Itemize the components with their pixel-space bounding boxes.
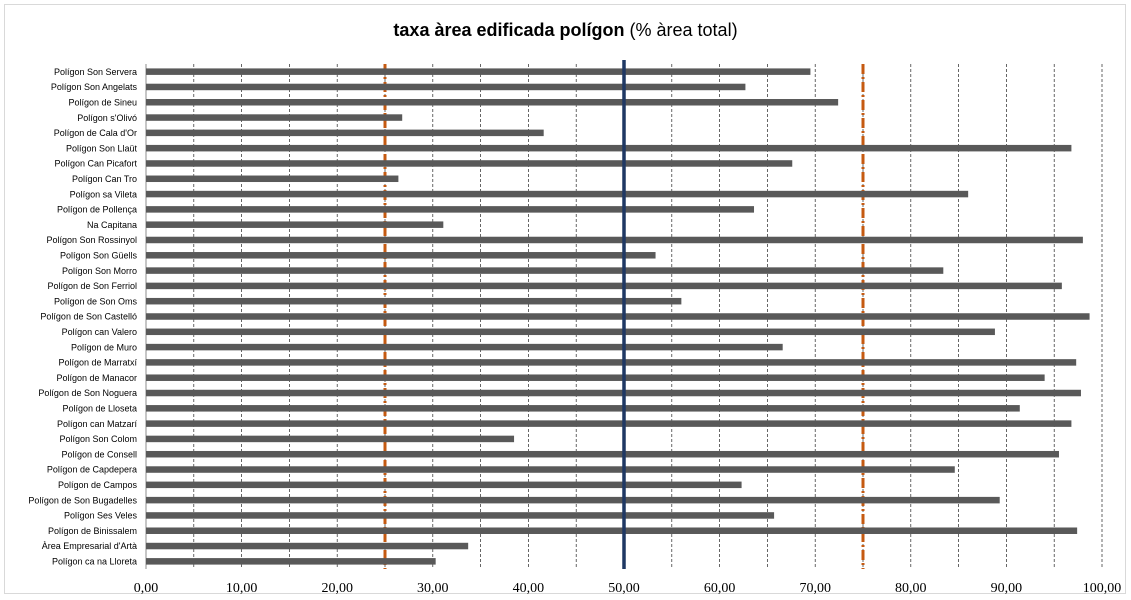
bar [146,481,742,489]
category-label: Polígon de Son Bugadelles [28,495,137,505]
x-tick-label: 0,00 [134,581,159,596]
bar [146,343,783,351]
x-tick-label: 90,00 [991,581,1023,596]
category-label: Polígon Son Colom [59,434,137,444]
category-label: Polígon de Capdepera [47,465,137,475]
x-tick-label: 60,00 [704,581,736,596]
chart-title-unit: (% àrea total) [629,20,738,40]
bar [146,206,755,213]
bar [146,328,995,336]
bar [146,527,1078,534]
category-label: Na Capitana [87,220,137,230]
category-label: Polígon ca na Lloreta [52,557,137,567]
category-label: Polígon de Campos [58,480,138,490]
bar [146,450,1059,458]
category-label: Polígon de Son Noguera [38,388,137,398]
category-label: Polígon de Pollença [57,205,137,215]
x-tick-label: 80,00 [895,581,927,596]
bar [146,282,1062,290]
category-label: Polígon de Son Oms [54,296,138,306]
category-label: Polígon Son Morro [62,266,137,276]
category-label: Polígon Can Tro [72,174,137,184]
x-tick-label: 40,00 [513,581,545,596]
category-label: Polígon de Consell [61,449,137,459]
bar [146,374,1045,381]
category-label: Polígon can Valero [62,327,137,337]
bar [146,160,793,167]
chart-title: taxa àrea edificada polígon (% àrea tota… [0,20,1131,41]
category-label: Polígon Ses Veles [64,511,138,521]
bar [146,466,955,473]
category-label: Àrea Empresarial d'Artà [42,541,137,551]
category-label: Polígon de Binissalem [48,526,137,536]
bar [146,68,811,75]
bar [146,175,399,183]
category-label: Polígon Son Servera [54,67,137,77]
category-label: Polígon de Lloseta [62,404,137,414]
bar [146,542,469,550]
bar [146,313,1090,320]
bar [146,114,403,121]
bar [146,420,1072,427]
bar [146,435,515,443]
category-label: Polígon de Sineu [68,97,137,107]
bar [146,297,682,305]
category-label: Polígon can Matzarí [57,419,138,429]
x-tick-label: 70,00 [799,581,831,596]
category-label: Polígon Son Llaüt [66,143,138,153]
category-label: Polígon de Son Ferriol [47,281,137,291]
bar [146,129,544,137]
category-label: Polígon de Son Castelló [40,312,137,322]
bar [146,512,775,519]
bar [146,236,1083,244]
category-label: Polígon de Marratxí [58,358,137,368]
bar [146,558,436,565]
category-label: Polígon Son Angelats [51,82,138,92]
bar [146,359,1077,366]
x-tick-label: 30,00 [417,581,449,596]
bar [146,252,656,259]
x-tick-label: 10,00 [226,581,258,596]
bar [146,405,1020,412]
bar [146,83,746,91]
chart-title-main: taxa àrea edificada polígon [393,20,625,40]
bar [146,267,944,274]
category-label: Polígon Son Rossinyol [46,235,137,245]
category-label: Polígon de Cala d'Or [54,128,137,138]
x-tick-label: 50,00 [608,581,640,596]
bar [146,99,839,106]
category-label: Polígon sa Vileta [70,189,137,199]
bar [146,190,969,198]
bar [146,496,1000,504]
category-label: Polígon de Muro [71,342,137,352]
bar [146,389,1081,397]
x-tick-label: 100,00 [1083,581,1122,596]
bar [146,221,444,228]
category-label: Polígon Son Güells [60,250,138,260]
category-label: Polígon de Manacor [56,373,137,383]
bar [146,144,1072,152]
x-tick-label: 20,00 [321,581,353,596]
category-label: Polígon s'Olivó [77,113,137,123]
category-label: Polígon Can Picafort [54,159,137,169]
